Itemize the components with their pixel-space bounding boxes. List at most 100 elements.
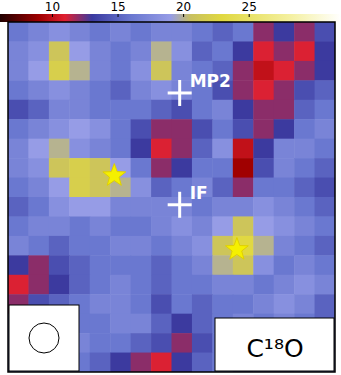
cell <box>69 80 90 100</box>
cell <box>8 216 29 236</box>
cell <box>212 294 233 314</box>
cell <box>131 22 152 42</box>
cell <box>110 197 131 217</box>
cell <box>28 100 49 120</box>
cell <box>8 178 29 198</box>
cell <box>233 119 254 139</box>
cell <box>274 255 295 275</box>
cell <box>28 178 49 198</box>
cell <box>110 41 131 61</box>
cell <box>110 22 131 42</box>
cell <box>315 216 335 236</box>
cell <box>110 353 131 372</box>
cell <box>315 100 335 120</box>
cell <box>212 158 233 178</box>
cell <box>49 275 70 295</box>
cell <box>253 197 274 217</box>
cell <box>151 314 172 334</box>
cell <box>192 158 213 178</box>
cell <box>90 139 111 159</box>
cell <box>315 158 335 178</box>
cell <box>8 119 29 139</box>
cell <box>172 333 193 353</box>
cell <box>192 139 213 159</box>
cell <box>28 22 49 42</box>
cell <box>8 255 29 275</box>
cell <box>274 197 295 217</box>
cell <box>110 294 131 314</box>
marker-label: MP2 <box>190 71 231 91</box>
colorbar-tick <box>52 14 53 17</box>
cell <box>294 22 315 42</box>
cell <box>192 100 213 120</box>
cell <box>131 119 152 139</box>
cell <box>49 178 70 198</box>
cell <box>90 255 111 275</box>
cell <box>28 197 49 217</box>
cell <box>294 139 315 159</box>
cell <box>253 236 274 256</box>
cell <box>233 41 254 61</box>
cell <box>69 61 90 81</box>
title: C¹⁸O <box>246 334 303 363</box>
cell <box>192 41 213 61</box>
cell <box>49 61 70 81</box>
cell <box>110 139 131 159</box>
cell <box>233 178 254 198</box>
cross-marker <box>168 80 192 106</box>
cell <box>212 100 233 120</box>
cell <box>151 61 172 81</box>
cell <box>49 139 70 159</box>
cell <box>49 80 70 100</box>
cell <box>28 216 49 236</box>
beam-box <box>9 305 79 371</box>
cell <box>172 255 193 275</box>
cell <box>49 236 70 256</box>
colorbar-tick <box>183 14 184 17</box>
cell <box>69 100 90 120</box>
cell <box>110 275 131 295</box>
cell <box>131 80 152 100</box>
cell <box>233 100 254 120</box>
cell <box>110 119 131 139</box>
cell <box>253 139 274 159</box>
cell <box>69 236 90 256</box>
cell <box>151 100 172 120</box>
cell <box>192 255 213 275</box>
cell <box>192 22 213 42</box>
cell <box>151 275 172 295</box>
cell <box>233 158 254 178</box>
cell <box>131 61 152 81</box>
cell <box>274 236 295 256</box>
cell <box>110 80 131 100</box>
cell <box>294 216 315 236</box>
colorbar-tick-label: 25 <box>242 0 257 14</box>
cell <box>253 158 274 178</box>
beam <box>29 323 59 353</box>
cell <box>253 216 274 236</box>
cell <box>315 275 335 295</box>
cell <box>192 314 213 334</box>
cell <box>151 197 172 217</box>
cell <box>8 61 29 81</box>
cell <box>192 216 213 236</box>
cell <box>131 294 152 314</box>
cell <box>212 119 233 139</box>
cell <box>8 197 29 217</box>
cell <box>90 100 111 120</box>
cell <box>253 178 274 198</box>
cell <box>90 178 111 198</box>
star-marker <box>103 164 126 186</box>
cell <box>90 353 111 372</box>
cell <box>294 275 315 295</box>
cell <box>90 275 111 295</box>
cell <box>233 197 254 217</box>
cell <box>131 255 152 275</box>
cell <box>192 275 213 295</box>
cell <box>69 158 90 178</box>
cell <box>69 139 90 159</box>
cell <box>172 294 193 314</box>
cell <box>131 275 152 295</box>
cell <box>49 216 70 236</box>
cell <box>274 275 295 295</box>
